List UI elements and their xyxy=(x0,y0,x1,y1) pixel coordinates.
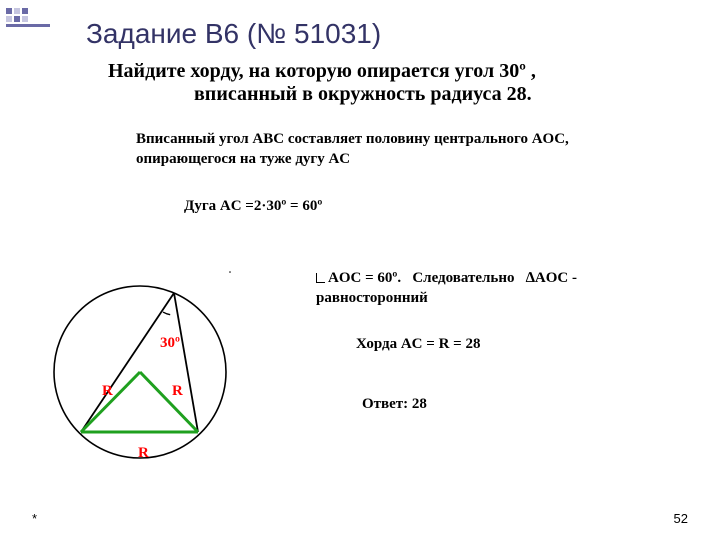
problem-line-1: Найдите хорду, на которую опирается угол… xyxy=(108,60,678,83)
angle-icon xyxy=(316,273,325,283)
angle-text: AOC = 60º. Следовательно ∆AOC - равносто… xyxy=(316,270,577,306)
svg-text:R: R xyxy=(102,383,113,399)
accent-decoration xyxy=(6,8,50,27)
footnote-star: * xyxy=(32,511,37,526)
answer-text: Ответ: 28 xyxy=(362,396,427,413)
arc-equation: Дуга AC =2·30º = 60º xyxy=(184,198,322,215)
svg-text:30º: 30º xyxy=(160,335,180,351)
angle-statement: AOC = 60º. Следовательно ∆AOC - равносто… xyxy=(316,268,666,309)
problem-line-2: вписанный в окружность радиуса 28. xyxy=(108,83,678,106)
problem-statement: Найдите хорду, на которую опирается угол… xyxy=(108,60,678,106)
explanation-1: Вписанный угол ABC составляет половину ц… xyxy=(136,130,636,169)
chord-equation: Хорда AC = R = 28 xyxy=(356,336,480,353)
circle-diagram: 30º R R R xyxy=(30,262,270,472)
svg-text:R: R xyxy=(138,445,149,461)
slide-title: Задание B6 (№ 51031) xyxy=(86,18,381,50)
svg-text:R: R xyxy=(172,383,183,399)
page-number: 52 xyxy=(674,511,688,526)
